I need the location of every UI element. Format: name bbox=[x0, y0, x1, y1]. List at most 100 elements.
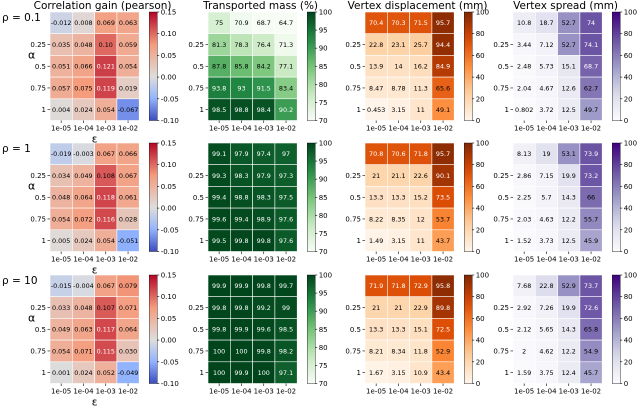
cell-value: 98.5 bbox=[212, 106, 226, 114]
colorbar-tick-label: 0.10 bbox=[161, 161, 177, 169]
cell-value: 0.072 bbox=[74, 215, 92, 223]
cell-value: 52.9 bbox=[562, 282, 576, 290]
cell-value: 99.5 bbox=[212, 237, 226, 245]
cell-value: 65.6 bbox=[436, 84, 450, 92]
cell-value: 98.8 bbox=[234, 194, 248, 202]
colorbar-tick-label: 95 bbox=[319, 27, 328, 35]
colorbar-tick-label: 90 bbox=[319, 45, 328, 53]
cell-value: 73.9 bbox=[584, 150, 598, 158]
colorbar-tick-label: 90 bbox=[319, 176, 328, 184]
x-tick-label: 1e-02 bbox=[276, 256, 296, 264]
y-tick-label: 1 bbox=[42, 369, 46, 377]
cell-value: 11 bbox=[417, 237, 425, 245]
colorbar-tick-label: -0.05 bbox=[161, 358, 179, 366]
cell-value: 87.8 bbox=[212, 63, 226, 71]
cell-value: 99.8 bbox=[257, 282, 271, 290]
cell-value: 15.2 bbox=[414, 194, 428, 202]
cell-value: 99.9 bbox=[234, 326, 248, 334]
cell-value: 8.13 bbox=[517, 150, 531, 158]
cell-value: 0.033 bbox=[52, 304, 70, 312]
y-tick-label: 0.5 bbox=[350, 194, 361, 202]
cell-value: 74 bbox=[587, 19, 595, 27]
cell-value: 4.63 bbox=[539, 215, 553, 223]
cell-value: 53.1 bbox=[562, 150, 576, 158]
cell-value: 2.04 bbox=[517, 84, 531, 92]
cell-value: 21 bbox=[372, 304, 380, 312]
colorbar-tick-label: 0.10 bbox=[161, 293, 177, 301]
colorbar-tick-label: 80 bbox=[319, 344, 328, 352]
cell-value: 0.067 bbox=[97, 282, 115, 290]
cell-value: 0.118 bbox=[97, 194, 115, 202]
cell-value: 74.1 bbox=[584, 41, 598, 49]
y-tick-label: 0.25 bbox=[493, 172, 509, 180]
cell-value: 84.9 bbox=[436, 63, 450, 71]
x-tick-label: 1e-03 bbox=[96, 388, 116, 396]
cell-value: -0.004 bbox=[73, 282, 94, 290]
cell-value: 11.3 bbox=[414, 84, 428, 92]
colorbar-tick-label: 80 bbox=[476, 30, 485, 38]
x-tick-label: 1e-02 bbox=[433, 388, 453, 396]
cell-value: 89.8 bbox=[436, 304, 450, 312]
colorbar bbox=[612, 11, 621, 121]
heatmap-panel: 70.8 70.6 71.8 95.721 21.1 22.6 90.113.3 13.3 15… bbox=[345, 140, 489, 264]
cell-value: 99.6 bbox=[257, 326, 271, 334]
cell-value: 7.12 bbox=[539, 41, 553, 49]
y-tick-label: 0.75 bbox=[493, 347, 509, 355]
cell-value: 72.5 bbox=[436, 326, 450, 334]
cell-value: 0.453 bbox=[367, 106, 385, 114]
colorbar-tick-label: 20 bbox=[624, 95, 633, 103]
heatmap-panel: 7.68 22.8 52.9 73.7 2.92 7.26 19.9 72.6 2.12 5.65… bbox=[493, 272, 637, 396]
cell-value: 25.7 bbox=[414, 41, 428, 49]
cell-value: 12.5 bbox=[562, 106, 576, 114]
colorbar-tick-label: 20 bbox=[476, 226, 485, 234]
cell-value: 66 bbox=[587, 194, 595, 202]
cell-value: 0.067 bbox=[119, 172, 137, 180]
x-tick-label: 1e-05 bbox=[51, 388, 71, 396]
x-tick-label: 1e-02 bbox=[581, 388, 601, 396]
colorbar-tick-label: 20 bbox=[476, 95, 485, 103]
cell-value: 99.2 bbox=[257, 304, 271, 312]
colorbar-tick-label: 80 bbox=[476, 161, 485, 169]
y-axis-label: α bbox=[28, 48, 35, 61]
y-axis-label: α bbox=[28, 179, 35, 192]
cell-value: 0.030 bbox=[119, 347, 137, 355]
colorbar-tick-label: -0.05 bbox=[161, 226, 179, 234]
cell-value: 0.107 bbox=[97, 304, 115, 312]
y-tick-label: 0.75 bbox=[345, 84, 361, 92]
cell-value: 3.72 bbox=[539, 106, 553, 114]
heatmap-panel: 99.1 97.9 97.4 97 99.3 98.3 97.9 97.3 99.4 98.8 98… bbox=[188, 140, 332, 264]
cell-value: 99.9 bbox=[234, 282, 248, 290]
column-title: Correlation gain (pearson) bbox=[34, 0, 172, 12]
cell-value: 0.049 bbox=[52, 326, 70, 334]
cell-value: 93.8 bbox=[212, 84, 226, 92]
cell-value: 81.3 bbox=[212, 41, 226, 49]
cell-value: 98.8 bbox=[234, 106, 248, 114]
cell-value: 99.8 bbox=[212, 326, 226, 334]
cell-value: 12.2 bbox=[562, 215, 576, 223]
colorbar-tick-label: 40 bbox=[476, 337, 485, 345]
colorbar-tick-label: 80 bbox=[624, 161, 633, 169]
colorbar-tick-label: 0 bbox=[476, 248, 480, 256]
cell-value: 23.1 bbox=[391, 41, 405, 49]
x-tick-label: 1e-03 bbox=[96, 256, 116, 264]
cell-value: 65.8 bbox=[584, 326, 598, 334]
colorbar bbox=[464, 11, 473, 121]
cell-value: 99.6 bbox=[212, 215, 226, 223]
colorbar-tick-label: 0.10 bbox=[161, 30, 177, 38]
cell-value: -0.019 bbox=[51, 150, 72, 158]
cell-value: 83.4 bbox=[279, 84, 293, 92]
cell-value: 19 bbox=[542, 150, 550, 158]
cell-value: 5.73 bbox=[539, 63, 553, 71]
cell-value: 0.071 bbox=[74, 347, 92, 355]
x-tick-label: 1e-03 bbox=[254, 388, 274, 396]
colorbar-tick-label: 0 bbox=[476, 117, 480, 125]
colorbar bbox=[464, 274, 473, 384]
cell-value: 70.3 bbox=[391, 19, 405, 27]
cell-value: 93 bbox=[237, 84, 245, 92]
heatmap-panel: 75 70.9 68.7 64.7 81.3 78.3 76.4 71.3 87.8 85.8 84… bbox=[188, 9, 332, 133]
cell-value: 62.7 bbox=[584, 84, 598, 92]
y-tick-label: 1 bbox=[357, 106, 361, 114]
colorbar-tick-label: 100 bbox=[319, 272, 332, 280]
colorbar-tick-label: 60 bbox=[476, 183, 485, 191]
colorbar-tick-label: 80 bbox=[476, 293, 485, 301]
